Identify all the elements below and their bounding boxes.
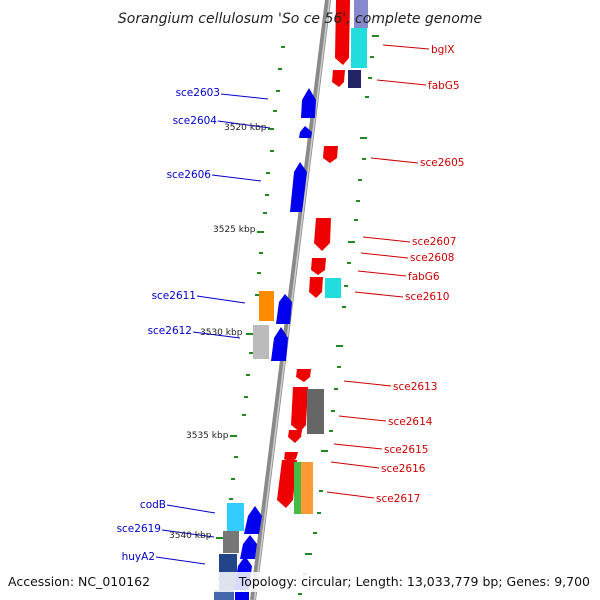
- gene-sce2612-box[interactable]: [253, 325, 269, 359]
- gene-fabG6-arrow[interactable]: [309, 277, 323, 298]
- gene-label-sce2614[interactable]: sce2614: [388, 416, 433, 428]
- gene-top-box: [354, 0, 368, 28]
- gene-sce2611-box[interactable]: [259, 291, 274, 321]
- gene-sce2614-box[interactable]: [307, 389, 324, 434]
- gene-sce2617-box-orange[interactable]: [301, 462, 313, 514]
- gene-sce2615-arrow[interactable]: [288, 430, 302, 443]
- right-tick-ring: [298, 35, 379, 595]
- gene-sce2606-arrow[interactable]: [290, 162, 307, 212]
- left-gene-labels: sce2603 sce2604 sce2606 sce2611 sce2612 …: [117, 87, 220, 563]
- gene-label-codB[interactable]: codB: [140, 499, 166, 511]
- kbp-label-3520: 3520 kbp: [224, 123, 267, 133]
- scale-labels: 3520 kbp 3525 kbp 3530 kbp 3535 kbp 3540…: [169, 123, 267, 541]
- gene-label-sce2612[interactable]: sce2612: [148, 325, 192, 337]
- gene-sce2608-arrow[interactable]: [311, 258, 326, 275]
- gene-label-sce2606[interactable]: sce2606: [167, 169, 212, 181]
- footer-accession: Accession: NC_010162: [8, 574, 150, 589]
- gene-label-huyA2[interactable]: huyA2: [122, 551, 155, 563]
- gene-sce2610-box[interactable]: [325, 278, 341, 298]
- gene-codB-arrow[interactable]: [244, 506, 262, 534]
- gene-sce2617-arrow[interactable]: [277, 460, 297, 508]
- gene-label-fabG5[interactable]: fabG5: [428, 80, 460, 92]
- gene-sce2619-arrow[interactable]: [240, 535, 257, 559]
- gene-sce2614-arrow[interactable]: [291, 387, 308, 432]
- gene-sce2617-box-green[interactable]: [294, 462, 302, 514]
- gene-sce2605-arrow[interactable]: [323, 146, 338, 163]
- gene-bottom-box: [214, 590, 234, 600]
- gene-label-sce2610[interactable]: sce2610: [405, 291, 449, 303]
- footer-backdrop: [0, 572, 600, 592]
- gene-label-sce2616[interactable]: sce2616: [381, 463, 426, 475]
- kbp-label-3540: 3540 kbp: [169, 531, 212, 541]
- gene-label-sce2611[interactable]: sce2611: [152, 290, 196, 302]
- gene-sce2604-arrow[interactable]: [299, 126, 312, 138]
- gene-bottom-arrow: [235, 592, 249, 600]
- gene-bglX-arrow[interactable]: [335, 0, 350, 65]
- gene-label-sce2605[interactable]: sce2605: [420, 157, 464, 169]
- left-leader-lines: [155, 93, 271, 565]
- gene-label-bglX[interactable]: bglX: [431, 44, 454, 56]
- gene-label-sce2604[interactable]: sce2604: [173, 115, 218, 127]
- genome-backbone-highlight: [253, 0, 331, 600]
- gene-sce2611b-arrow[interactable]: [276, 294, 292, 324]
- gene-label-sce2619[interactable]: sce2619: [117, 523, 161, 535]
- gene-fabG5-arrow[interactable]: [332, 70, 345, 87]
- kbp-label-3530: 3530 kbp: [200, 328, 243, 338]
- gene-label-fabG6[interactable]: fabG6: [408, 271, 440, 283]
- right-leader-lines: [326, 44, 430, 499]
- gene-label-sce2615[interactable]: sce2615: [384, 444, 428, 456]
- gene-codB-box[interactable]: [227, 503, 244, 531]
- gene-label-sce2617[interactable]: sce2617: [376, 493, 420, 505]
- gene-label-sce2608[interactable]: sce2608: [410, 252, 454, 264]
- gene-label-sce2603[interactable]: sce2603: [176, 87, 220, 99]
- gene-sce2619-box[interactable]: [223, 531, 239, 553]
- footer-summary: Topology: circular; Length: 13,033,779 b…: [238, 574, 590, 589]
- gene-fabG5-box[interactable]: [348, 70, 361, 88]
- gene-bglX-box[interactable]: [351, 28, 367, 68]
- kbp-label-3525: 3525 kbp: [213, 225, 256, 235]
- gene-sce2607-arrow[interactable]: [314, 218, 331, 251]
- minus-strand-genes: [277, 0, 368, 514]
- gene-label-sce2613[interactable]: sce2613: [393, 381, 437, 393]
- map-title: Sorangium cellulosum 'So ce 56', complet…: [118, 11, 482, 27]
- gene-sce2603-arrow[interactable]: [301, 88, 316, 118]
- kbp-label-3535: 3535 kbp: [186, 431, 229, 441]
- left-tick-ring: [216, 46, 285, 580]
- gene-label-sce2607[interactable]: sce2607: [412, 236, 456, 248]
- gene-sce2612b-arrow[interactable]: [271, 327, 288, 361]
- gene-sce2616-arrow[interactable]: [284, 452, 298, 462]
- right-gene-labels: bglX fabG5 sce2605 sce2607 sce2608 fabG6…: [376, 44, 464, 505]
- gene-sce2613-arrow[interactable]: [296, 369, 311, 382]
